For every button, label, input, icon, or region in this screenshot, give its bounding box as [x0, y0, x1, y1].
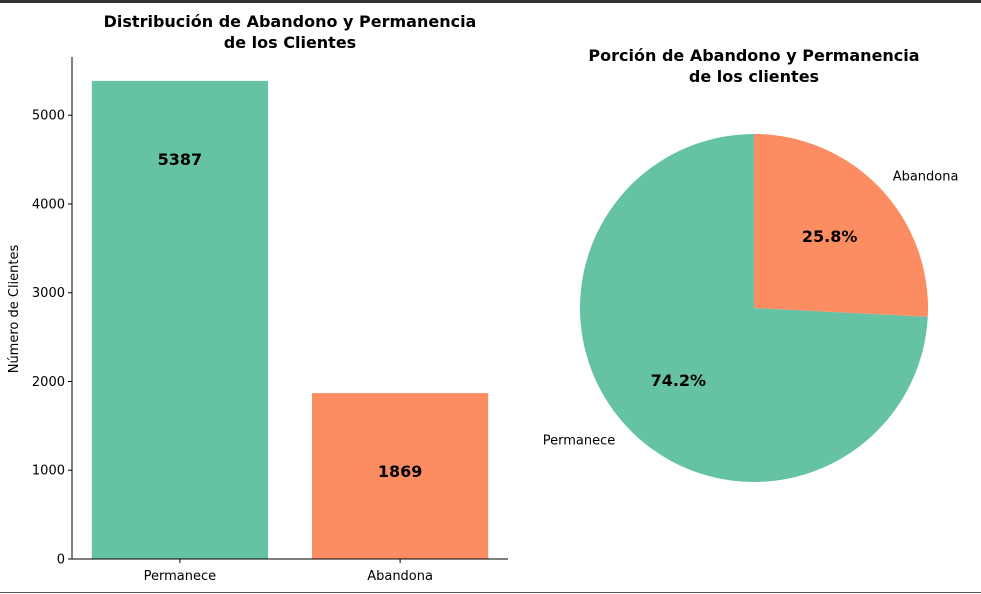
y-tick-label: 2000 [32, 375, 65, 390]
bar-chart-title-line2: de los Clientes [224, 33, 356, 52]
bar-value-label: 1869 [378, 462, 423, 481]
bar-permanece [91, 80, 268, 559]
y-axis-ticks: 0 1000 2000 3000 4000 5000 [32, 109, 72, 568]
bar-chart: Distribución de Abandono y Permanencia d… [7, 12, 508, 584]
x-axis-ticks: Permanece Abandona [144, 559, 433, 584]
pie-slices: 74.2% Permanece 25.8% Abandona [543, 134, 959, 483]
pie-chart-title-line2: de los clientes [689, 67, 819, 86]
pie-chart: Porción de Abandono y Permanencia de los… [543, 46, 959, 483]
x-tick-label: Abandona [367, 569, 433, 584]
bottom-border [0, 592, 981, 593]
pie-chart-title-line1: Porción de Abandono y Permanencia [588, 46, 919, 65]
y-tick-label: 1000 [32, 464, 65, 479]
pie-slice-abandona [754, 134, 928, 317]
bar-abandona [312, 393, 489, 559]
bar-value-label: 5387 [158, 150, 203, 169]
y-tick-label: 3000 [32, 286, 65, 301]
y-tick-label: 0 [57, 553, 65, 568]
pie-pct-label: 25.8% [802, 227, 858, 246]
pie-slice-permanece [579, 134, 928, 483]
pie-category-label: Permanece [543, 433, 616, 448]
y-tick-label: 5000 [32, 109, 65, 124]
pie-category-label: Abandona [893, 170, 959, 185]
x-tick-label: Permanece [144, 569, 217, 584]
top-border [0, 0, 981, 3]
bar-chart-title-line1: Distribución de Abandono y Permanencia [104, 12, 477, 31]
y-tick-label: 4000 [32, 197, 65, 212]
pie-pct-label: 74.2% [651, 371, 707, 390]
bars: 5387 1869 [91, 80, 489, 559]
y-axis-label: Número de Clientes [7, 244, 22, 373]
